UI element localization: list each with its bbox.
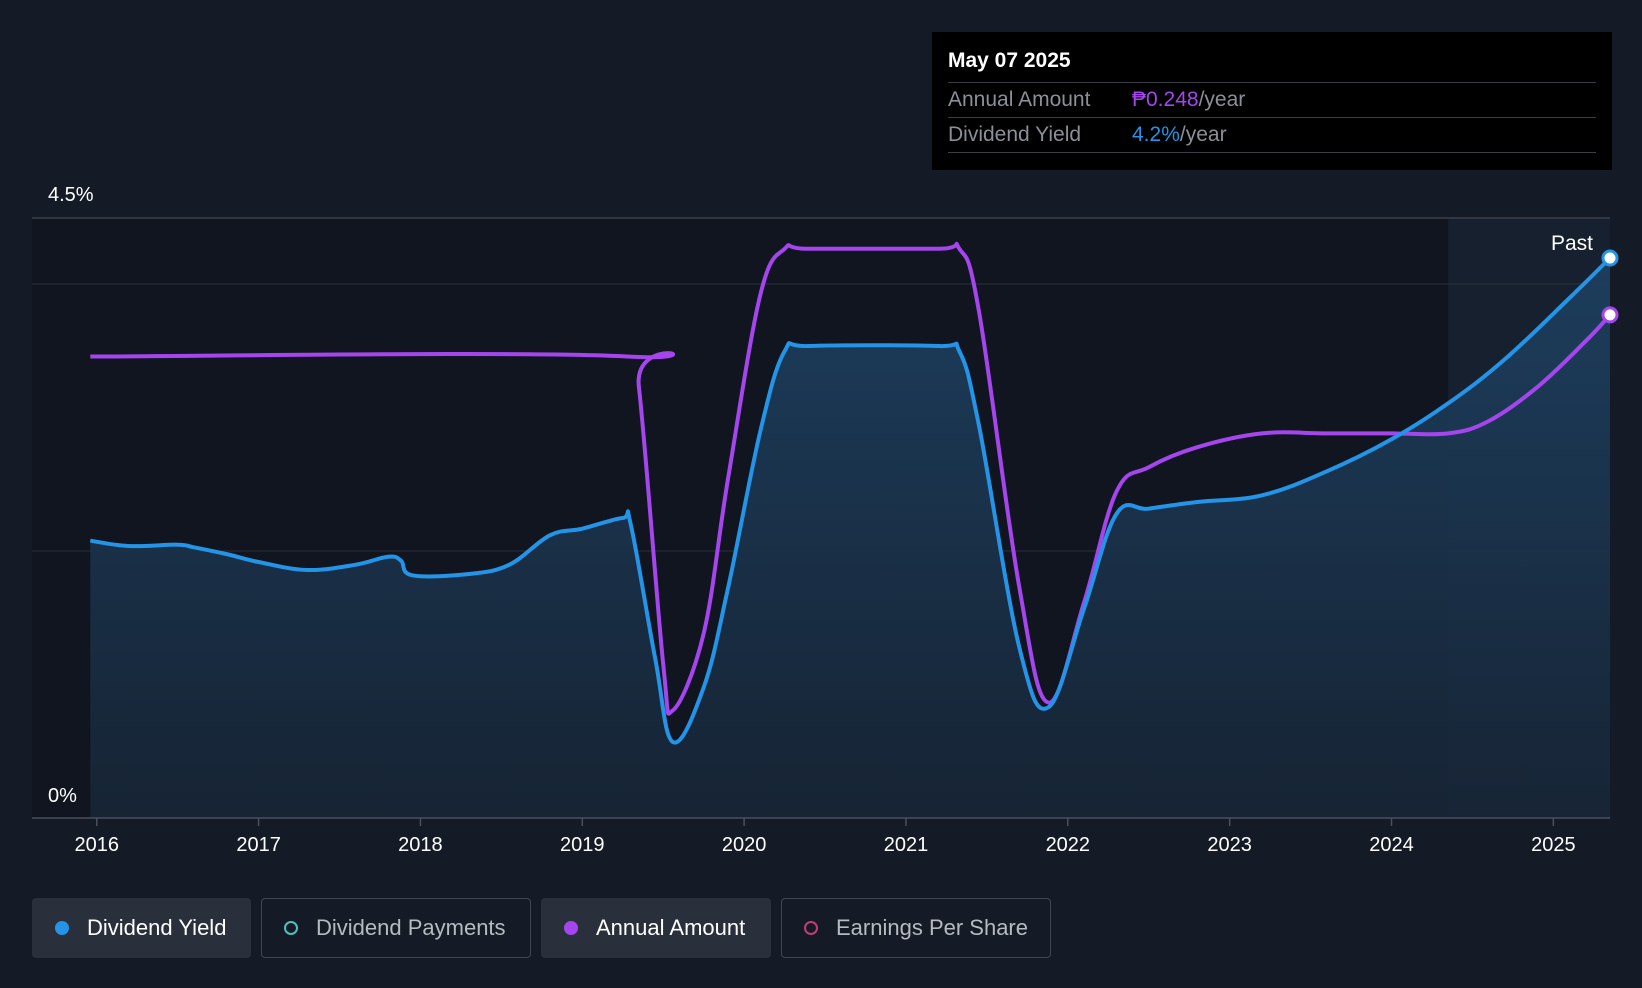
tooltip-yield-value: 4.2% bbox=[1132, 123, 1180, 146]
tooltip-annual-unit: /year bbox=[1198, 88, 1246, 111]
tooltip-yield-row: Dividend Yield 4.2% /year bbox=[948, 117, 1596, 153]
tooltip-yield-unit: /year bbox=[1179, 123, 1227, 146]
tooltip-annual-value: ₱0.248 bbox=[1132, 88, 1199, 111]
dividend-yield-line bbox=[90, 256, 1612, 745]
x-tick-label: 2023 bbox=[1207, 834, 1252, 856]
annual-amount-dot-icon bbox=[564, 921, 578, 935]
legend-earnings-per-share[interactable]: Earnings Per Share bbox=[781, 898, 1051, 958]
annual-amount-line bbox=[90, 241, 1612, 716]
dividend-payments-ring-icon bbox=[284, 921, 298, 935]
dividend-yield-dot-icon bbox=[55, 921, 69, 935]
x-tick-label: 2024 bbox=[1369, 834, 1414, 856]
x-tick-label: 2019 bbox=[560, 834, 605, 856]
dividend-yield-area bbox=[90, 258, 1610, 818]
x-tick-label: 2021 bbox=[884, 834, 929, 856]
past-label: Past bbox=[1551, 232, 1593, 255]
x-tick-label: 2018 bbox=[398, 834, 443, 856]
x-tick-label: 2022 bbox=[1046, 834, 1091, 856]
annual-amount-end-marker[interactable] bbox=[1601, 306, 1619, 324]
legend-label: Dividend Payments bbox=[316, 915, 506, 940]
tooltip-annual-label: Annual Amount bbox=[948, 88, 1091, 111]
earnings-per-share-ring-icon bbox=[804, 921, 818, 935]
tooltip-date: May 07 2025 bbox=[948, 49, 1071, 72]
y-tick-label-max: 4.5% bbox=[48, 184, 94, 206]
legend-label: Annual Amount bbox=[596, 915, 746, 940]
tooltip-yield-label: Dividend Yield bbox=[948, 123, 1082, 146]
tooltip: May 07 2025 Annual Amount ₱0.248 /year D… bbox=[932, 32, 1612, 170]
legend: Dividend Yield Dividend Payments Annual … bbox=[32, 898, 1061, 958]
legend-dividend-yield[interactable]: Dividend Yield bbox=[32, 898, 251, 958]
dividend-yield-end-marker[interactable] bbox=[1601, 249, 1619, 267]
tooltip-annual-row: Annual Amount ₱0.248 /year bbox=[948, 82, 1596, 117]
x-tick-label: 2020 bbox=[722, 834, 767, 856]
legend-label: Earnings Per Share bbox=[836, 915, 1028, 940]
x-tick-label: 2016 bbox=[74, 834, 119, 856]
x-tick-label: 2017 bbox=[236, 834, 281, 856]
legend-label: Dividend Yield bbox=[87, 915, 227, 940]
y-tick-label-min: 0% bbox=[48, 785, 77, 807]
legend-dividend-payments[interactable]: Dividend Payments bbox=[261, 898, 531, 958]
x-tick-label: 2025 bbox=[1531, 834, 1576, 856]
legend-annual-amount[interactable]: Annual Amount bbox=[541, 898, 771, 958]
